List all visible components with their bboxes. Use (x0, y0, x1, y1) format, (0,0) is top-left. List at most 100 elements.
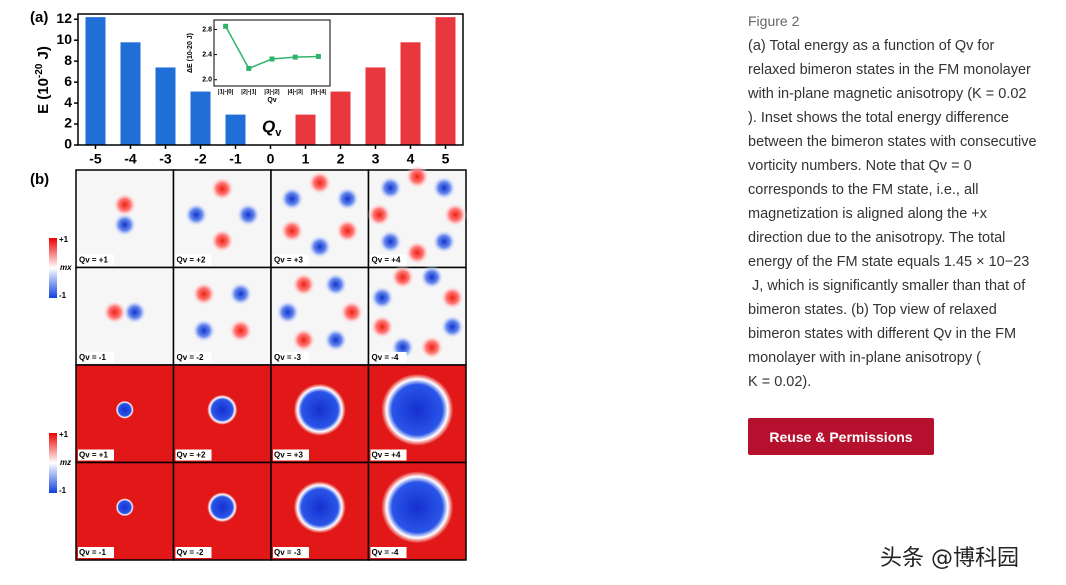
cell-label: Qv = -1 (79, 548, 106, 557)
colorbar-label: -1 (59, 291, 67, 300)
lobe (405, 240, 430, 265)
x-axis-label-part: v (275, 127, 282, 139)
lobe (191, 281, 216, 306)
caption-line: ). Inset shows the total energy differen… (748, 110, 1009, 126)
lobe (335, 218, 360, 243)
caption: Figure 2 (a) Total energy as a function … (748, 8, 1058, 394)
colorbar (49, 433, 57, 493)
panel-label: (a) (30, 9, 48, 26)
lobe (440, 314, 465, 339)
cell-label: Qv = +3 (274, 451, 303, 460)
skyrmion-core (207, 394, 238, 425)
lobe (210, 228, 235, 253)
y-axis-label: E (10-20 J) (34, 46, 52, 114)
lobe (112, 192, 137, 217)
x-tick-label: 3 (372, 151, 380, 167)
bar (365, 67, 386, 145)
bar (155, 67, 176, 145)
bar (190, 91, 211, 145)
inset-chart: 2.0 2.4 2.8 |1|-|0| |2|-|1| |3|-|2| |4|-|3| |5|… (187, 19, 331, 104)
x-tick-label: |5|-|4| (311, 90, 327, 96)
x-tick-label: -2 (194, 151, 207, 167)
lobe (432, 229, 457, 254)
y-axis-label-part: E (10 (35, 78, 52, 114)
lobe (339, 300, 364, 325)
colorbar-label: mz (60, 458, 71, 467)
cell-label: Qv = +1 (79, 256, 108, 265)
label-bg (175, 254, 212, 266)
point (292, 54, 298, 60)
x-tick-label: 0 (267, 151, 275, 167)
y-tick-label: 12 (56, 10, 72, 26)
lobe (367, 202, 392, 227)
label-bg (175, 449, 212, 461)
caption-line: bimeron states. (b) Top view of relaxed (748, 302, 997, 318)
lobe (275, 300, 300, 325)
cell-label: Qv = -4 (372, 548, 399, 557)
caption-line: (a) Total energy as a function of Qv for (748, 38, 995, 54)
point (269, 56, 275, 62)
x-tick-label: 4 (407, 151, 415, 167)
reuse-button[interactable]: Reuse & Permissions (748, 418, 934, 455)
label-bg (273, 254, 309, 266)
caption-line: monolayer with in-plane anisotropy ( (748, 350, 981, 366)
cell-label: Qv = -2 (177, 548, 204, 557)
caption-line: with in-plane magnetic anisotropy (K = 0… (748, 86, 1027, 102)
panel-label: (b) (30, 171, 49, 188)
caption-line: K = 0.02). (748, 374, 812, 390)
bar (295, 114, 316, 145)
label-bg (370, 254, 407, 266)
label-bg (273, 449, 309, 461)
caption-line: J, which is significantly smaller than t… (748, 278, 1026, 294)
lobe (440, 285, 465, 310)
panel-grid: Qv = +1 Qv = +2 Qv = +3 Qv = +4 Qv = -1 Qv = … (49, 164, 468, 561)
skyrmion-core (381, 471, 454, 544)
skyrmion-core (115, 498, 134, 517)
bar (120, 42, 141, 145)
cell-label: Qv = +4 (372, 256, 401, 265)
point (315, 53, 321, 59)
colorbar-label: +1 (59, 235, 69, 244)
lobe (112, 212, 137, 237)
caption-line: energy of the FM state equals 1.45 × 10−… (748, 254, 1030, 270)
caption-line: relaxed bimeron states in the FM monolay… (748, 62, 1031, 78)
x-axis-label: Qv (262, 117, 282, 138)
lobe (228, 318, 253, 343)
label-bg (78, 547, 114, 558)
bar (400, 42, 421, 145)
point (223, 23, 229, 29)
y-tick-label: 2 (64, 115, 72, 131)
y-tick-label: 10 (56, 31, 72, 47)
y-tick-label: 4 (64, 94, 72, 110)
lobe (280, 186, 305, 211)
lobe (228, 281, 253, 306)
skyrmion-core (207, 492, 238, 523)
skyrmion-core (293, 481, 346, 534)
lobe (236, 202, 261, 227)
x-tick-label: -4 (124, 151, 137, 167)
y-axis-label-part: J) (35, 46, 52, 64)
lobe (102, 300, 127, 325)
cell-label: Qv = -4 (372, 353, 399, 362)
caption-line: magnetization is aligned along the +x (748, 206, 988, 222)
cell-label: Qv = -3 (274, 353, 301, 362)
cell-label: Qv = +2 (177, 256, 206, 265)
lobe (419, 265, 444, 290)
lobe (184, 202, 209, 227)
watermark: 头条 @博科园 (880, 546, 1019, 571)
y-axis-label-part: -20 (34, 63, 45, 78)
x-tick-label: -5 (89, 151, 102, 167)
lobe (291, 327, 316, 352)
label-bg (78, 352, 114, 363)
lobe (419, 335, 444, 360)
bar (225, 114, 246, 145)
lobe (378, 175, 403, 200)
cell-label: Qv = +1 (79, 451, 108, 460)
x-tick-label: -1 (229, 151, 242, 167)
image-cell (172, 266, 272, 366)
plot-frame (77, 13, 464, 146)
skyrmion-core (293, 383, 346, 436)
x-tick-label: 5 (442, 151, 450, 167)
